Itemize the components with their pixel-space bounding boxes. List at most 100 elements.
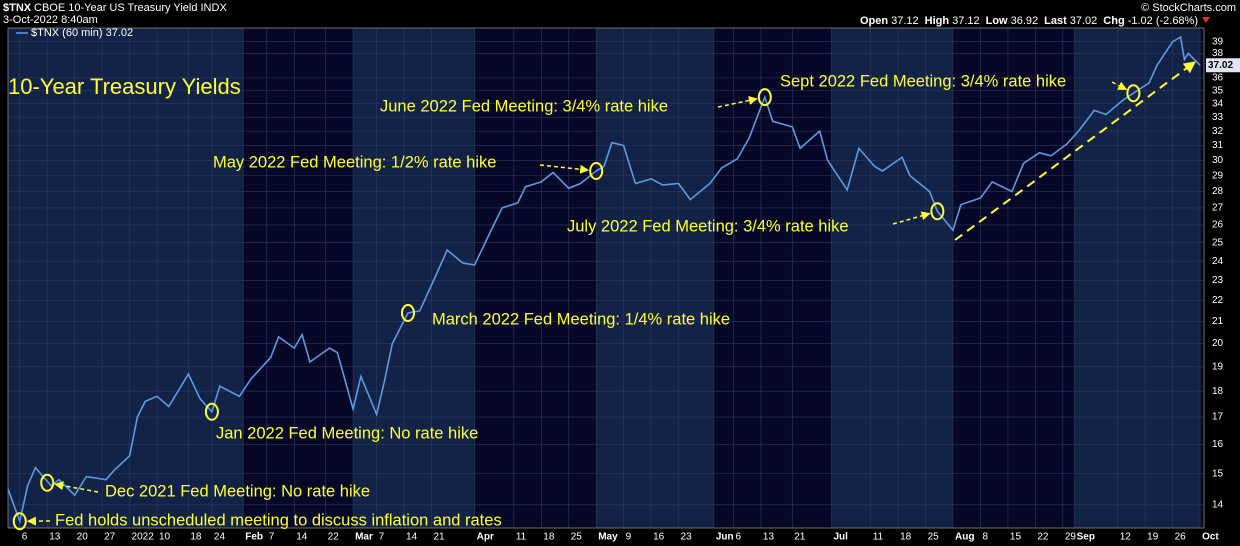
y-tick-label: 18 — [1212, 386, 1224, 397]
x-tick-label: 13 — [49, 532, 61, 543]
stat-label: Low — [986, 15, 1008, 27]
stat-value: -1.02 (-2.68%) — [1128, 15, 1198, 27]
annotation-text: Sept 2022 Fed Meeting: 3/4% rate hike — [780, 72, 1066, 90]
x-tick-label: 7 — [379, 532, 385, 543]
annotation-circle — [757, 88, 772, 107]
x-tick-label: Mar — [355, 532, 373, 543]
annotation-circle — [204, 402, 219, 421]
stat-value: 36.92 — [1011, 15, 1039, 27]
annotation-text: Dec 2021 Fed Meeting: No rate hike — [105, 482, 370, 500]
annotation-circle — [1126, 84, 1141, 103]
annotation-text: March 2022 Fed Meeting: 1/4% rate hike — [432, 310, 730, 328]
y-tick-label: 30 — [1212, 155, 1224, 166]
y-tick-label: 16 — [1212, 439, 1224, 450]
y-tick-label: 31 — [1212, 140, 1224, 151]
stat-label: Last — [1044, 15, 1067, 27]
y-tick-label: 29 — [1212, 170, 1224, 181]
chart-title: 10-Year Treasury Yields — [8, 74, 241, 99]
x-tick-label: 23 — [681, 532, 693, 543]
annotation-arrow — [54, 481, 99, 493]
x-tick-label: 12 — [1120, 532, 1132, 543]
stat-label: Chg — [1103, 15, 1124, 27]
x-tick-label: 15 — [1010, 532, 1022, 543]
y-tick-label: 21 — [1212, 316, 1224, 327]
last-value-label: 37.02 — [1208, 60, 1233, 71]
y-tick-label: 28 — [1212, 186, 1224, 197]
month-band — [831, 28, 954, 528]
x-tick-label: 25 — [928, 532, 940, 543]
x-tick-label: 11 — [516, 532, 527, 543]
x-tick-label: 8 — [982, 532, 988, 543]
down-indicator — [1202, 17, 1210, 23]
x-tick-label: Jul — [833, 532, 848, 543]
symbol: $TNX — [3, 2, 32, 14]
annotation-circle — [12, 512, 27, 531]
y-tick-label: 17 — [1212, 412, 1224, 423]
y-tick-label: 23 — [1212, 275, 1224, 286]
y-tick-label: 34 — [1212, 98, 1224, 109]
stats: Open 37.12 High 37.12 Low 36.92 Last 37.02 Chg -1… — [860, 15, 1198, 27]
y-tick-label: 27 — [1212, 203, 1224, 214]
y-tick-label: 33 — [1212, 112, 1224, 123]
series-line — [7, 35, 1201, 525]
y-tick-label: 15 — [1212, 468, 1224, 479]
x-tick-label: Sep — [1077, 532, 1095, 543]
stat-value: 37.12 — [952, 15, 980, 27]
legend-entry: $TNX (60 min) 37.02 — [31, 27, 133, 39]
stat-value: 37.02 — [1070, 15, 1098, 27]
credit: © StockCharts.com — [1141, 2, 1236, 14]
x-tick-label: 21 — [434, 532, 446, 543]
annotation-circle — [589, 161, 604, 180]
annotation-arrow — [1111, 81, 1128, 91]
annotation-circle — [400, 303, 415, 322]
x-tick-label: May — [598, 532, 618, 543]
x-tick-label: Jun — [716, 532, 734, 543]
annotation-text: Jan 2022 Fed Meeting: No rate hike — [216, 424, 478, 442]
x-tick-label: 10 — [159, 532, 171, 543]
y-tick-label: 20 — [1212, 338, 1224, 349]
x-tick-label: 19 — [1147, 532, 1159, 543]
x-tick-label: Apr — [477, 532, 494, 543]
x-tick-label: 18 — [190, 532, 202, 543]
y-tick-label: 35 — [1212, 85, 1224, 96]
stat-label: Open — [860, 15, 888, 27]
y-tick-label: 38 — [1212, 48, 1224, 59]
x-tick-label: 11 — [873, 532, 884, 543]
x-tick-label: 16 — [653, 532, 665, 543]
x-tick-label: 20 — [77, 532, 89, 543]
x-tick-label: 22 — [1037, 532, 1049, 543]
x-tick-label: 29 — [1065, 532, 1077, 543]
y-tick-label: 36 — [1212, 73, 1224, 84]
y-tick-label: 19 — [1212, 361, 1224, 372]
stat-label: High — [925, 15, 950, 27]
x-tick-label: 6 — [735, 532, 741, 543]
x-tick-label: 9 — [626, 532, 632, 543]
x-tick-label: 6 — [22, 532, 28, 543]
annotation-text: July 2022 Fed Meeting: 3/4% rate hike — [567, 217, 849, 235]
stat-value: 37.12 — [891, 15, 919, 27]
plot-area — [7, 27, 1205, 529]
trend-arrow — [954, 61, 1196, 241]
timestamp: 3-Oct-2022 8:40am — [3, 14, 98, 26]
x-tick-label: 21 — [794, 532, 806, 543]
symbol-name: CBOE 10-Year US Treasury Yield INDX — [34, 2, 227, 14]
x-tick-label: 22 — [328, 532, 340, 543]
x-tick-label: 14 — [296, 532, 308, 543]
x-tick-label: 18 — [900, 532, 912, 543]
y-tick-label: 26 — [1212, 220, 1224, 231]
y-tick-label: 14 — [1212, 499, 1224, 510]
y-tick-label: 39 — [1212, 36, 1224, 47]
x-tick-label: 26 — [1175, 532, 1187, 543]
x-tick-label: 27 — [104, 532, 116, 543]
x-tick-label: 25 — [571, 532, 583, 543]
month-band — [8, 28, 244, 528]
month-band — [1074, 28, 1201, 528]
x-tick-label: Feb — [245, 532, 263, 543]
annotation-text: Fed holds unscheduled meeting to discuss… — [55, 511, 502, 529]
annotation-circle — [930, 202, 945, 221]
x-tick-label: 14 — [406, 532, 418, 543]
x-tick-label: Oct — [1202, 532, 1219, 543]
plot-border — [7, 27, 1205, 529]
y-tick-label: 32 — [1212, 126, 1224, 137]
